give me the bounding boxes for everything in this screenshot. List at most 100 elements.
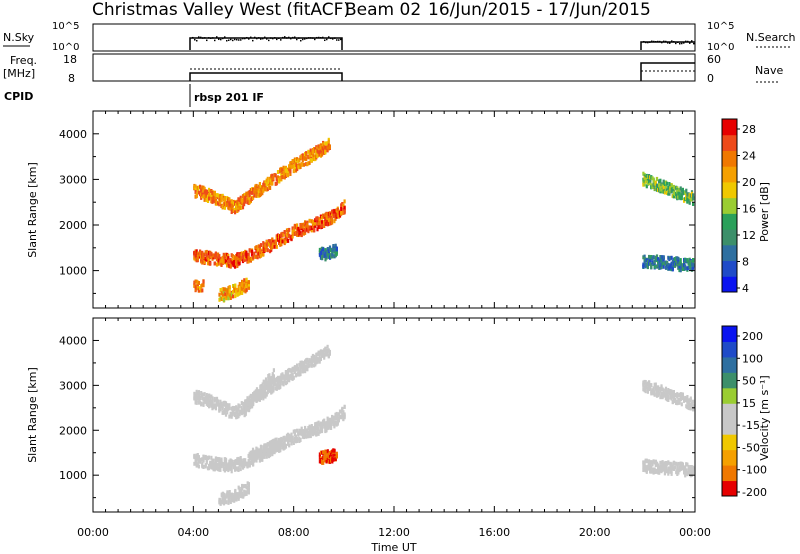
range-gate-cell [268, 440, 271, 445]
range-gate-cell [217, 252, 220, 257]
range-gate-cell [283, 175, 286, 180]
range-gate-cell [197, 390, 200, 395]
range-gate-cell [265, 454, 268, 459]
range-gate-cell [220, 461, 223, 466]
range-gate-cell [275, 383, 278, 388]
range-gate-cell [315, 360, 318, 365]
range-gate-cell [223, 196, 226, 200]
range-gate-cell [660, 384, 663, 389]
range-gate-cell [227, 403, 230, 408]
range-gate-cell [292, 375, 295, 380]
range-gate-cell [243, 288, 246, 293]
range-gate-cell [217, 255, 220, 260]
range-gate-cell [238, 404, 241, 409]
range-gate-cell [248, 395, 251, 400]
nsky-panel: N.Sky 10^5 10^0 10^5 10^0 N.Search [3, 21, 796, 53]
range-gate-cell [196, 395, 199, 400]
range-gate-cell [310, 355, 313, 360]
range-gate-cell [203, 392, 206, 397]
nsky-sample [280, 39, 282, 41]
range-gate-cell [209, 396, 212, 401]
range-gate-cell [297, 367, 300, 371]
range-gate-cell [642, 171, 645, 176]
time-axis-label: Time UT [370, 541, 416, 554]
range-gate-cell [195, 400, 198, 405]
range-gate-cell [280, 237, 283, 242]
range-gate-cell [318, 217, 321, 222]
range-gate-cell [692, 202, 695, 206]
range-gate-cell [232, 465, 235, 470]
nsky-sample [316, 36, 318, 39]
colorbar-segment [722, 166, 737, 183]
range-gate-cell [302, 432, 305, 437]
range-gate-cell [304, 228, 307, 233]
range-gate-cell [335, 453, 338, 458]
range-gate-cell [196, 286, 199, 290]
power-colorbar-label: Power [dB] [758, 182, 771, 242]
range-gate-cell [260, 389, 263, 394]
range-gate-cell [264, 180, 267, 185]
range-gate-cell [205, 455, 208, 460]
range-gate-cell [325, 250, 328, 255]
range-gate-cell [681, 263, 684, 268]
nsky-sample [236, 38, 238, 41]
nsearch-tick-high: 10^5 [707, 21, 734, 32]
range-gate-cell [203, 197, 206, 202]
nsky-sample [308, 37, 310, 39]
range-gate-cell [337, 412, 340, 417]
range-gate-cell [218, 464, 221, 469]
range-gate-cell [255, 388, 259, 393]
range-gate-cell [208, 196, 211, 201]
range-gate-cell [670, 471, 673, 476]
nsky-sample [302, 38, 304, 41]
range-gate-cell [196, 188, 199, 193]
range-gate-cell [662, 185, 665, 190]
range-gate-cell [662, 189, 665, 194]
range-gate-cell [231, 209, 234, 213]
range-gate-cell [230, 465, 233, 470]
range-gate-cell [222, 464, 225, 469]
colorbar-segment [722, 181, 737, 199]
range-gate-cell [258, 189, 261, 194]
range-gate-cell [228, 405, 231, 410]
range-gate-cell [666, 181, 669, 186]
nsky-sample [675, 42, 677, 45]
range-gate-cell [675, 258, 678, 263]
range-gate-cell [323, 421, 326, 426]
range-gate-cell [280, 177, 283, 181]
plot-title-dates: 16/Jun/2015 - 17/Jun/2015 [428, 0, 651, 20]
range-gate-cell [651, 462, 654, 467]
range-gate-cell [241, 401, 245, 406]
time-tick-label: 04:00 [177, 526, 209, 539]
range-gate-cell [326, 352, 329, 356]
range-gate-cell [658, 179, 661, 184]
range-gate-cell [288, 376, 291, 380]
range-gate-cell [209, 401, 212, 406]
range-gate-cell [268, 451, 271, 456]
range-gate-cell [321, 255, 324, 260]
range-gate-cell [249, 401, 252, 406]
range-gate-cell [305, 152, 308, 157]
nsky-sample [250, 36, 252, 39]
range-gate-cell [325, 254, 328, 259]
range-gate-cell [275, 177, 278, 181]
range-gate-cell [318, 354, 321, 359]
range-gate-cell [212, 467, 215, 472]
range-gate-cell [232, 255, 235, 260]
range-gate-cell [240, 401, 243, 406]
range-gate-cell [253, 450, 256, 455]
range-gate-cell [326, 344, 329, 349]
range-gate-cell [230, 462, 233, 467]
range-gate-cell [299, 360, 302, 365]
range-gate-cell [277, 441, 281, 446]
range-gate-cell [204, 463, 207, 468]
range-gate-cell [296, 372, 299, 377]
range-gate-cell [283, 166, 286, 171]
colorbar-segment [722, 326, 737, 342]
range-gate-cell [281, 239, 284, 244]
range-gate-cell [260, 385, 263, 390]
time-axis-labels: 00:00 04:00 08:00 12:00 16:00 20:00 00:00 [77, 526, 711, 539]
range-gate-cell [196, 463, 199, 468]
range-gate-cell [231, 405, 234, 410]
range-gate-cell [273, 438, 276, 443]
